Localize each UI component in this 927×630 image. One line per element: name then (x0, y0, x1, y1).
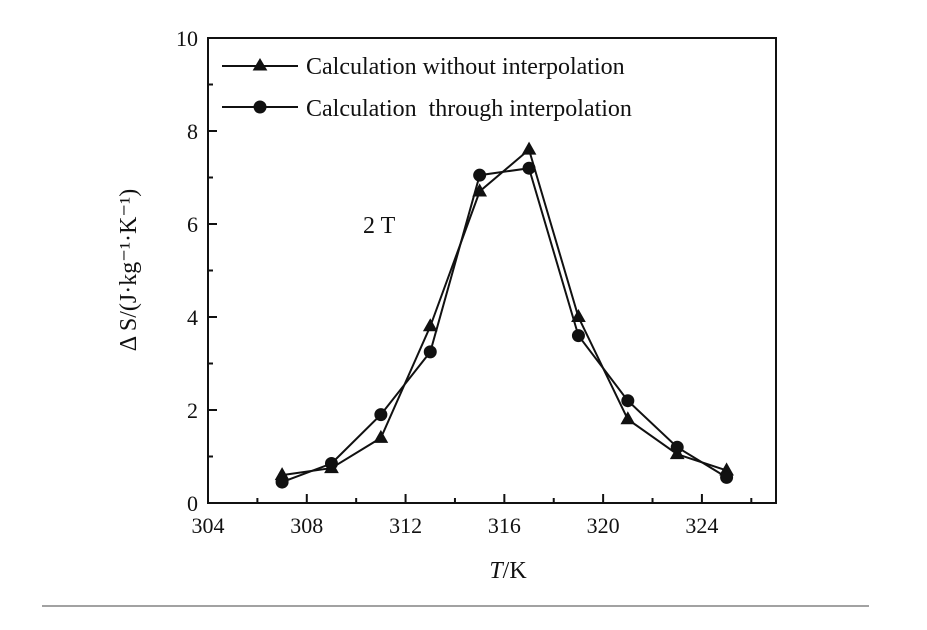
series-circle (275, 161, 734, 489)
field-annotation: 2 T (363, 213, 396, 239)
data-point-circle (374, 408, 388, 422)
y-axis-title: Δ S/(J·kg⁻¹·K⁻¹) (116, 189, 142, 352)
data-point-circle (670, 440, 684, 454)
legend-label-triangle: Calculation without interpolation (306, 54, 625, 80)
tick-marks (207, 37, 753, 504)
x-tick-label: 308 (290, 513, 323, 538)
data-point-triangle (571, 308, 586, 322)
legend-triangle-marker (252, 58, 268, 71)
series-triangle (274, 141, 734, 481)
data-point-circle (720, 470, 734, 484)
data-point-triangle (373, 429, 389, 443)
tick-labels: 304 308 312 316 320 324 0 2 4 6 8 10 (176, 26, 718, 538)
x-axis-title-var: T (489, 558, 504, 584)
x-tick-label: 316 (488, 513, 521, 538)
x-tick-label: 324 (685, 513, 718, 538)
y-tick-label: 2 (187, 398, 198, 423)
series-line-triangle (281, 147, 727, 477)
legend-circle-marker (253, 100, 267, 114)
y-tick-label: 6 (187, 212, 198, 237)
data-point-circle (571, 329, 585, 343)
y-tick-label: 4 (187, 305, 198, 330)
data-point-circle (621, 394, 635, 408)
data-point-circle (423, 345, 437, 359)
x-tick-label: 304 (192, 513, 225, 538)
data-point-circle (522, 161, 536, 175)
x-tick-label: 312 (389, 513, 422, 538)
x-axis-title-unit: /K (503, 558, 528, 584)
legend: Calculation without interpolation Calcul… (222, 54, 632, 122)
data-point-triangle (521, 141, 537, 155)
data-point-circle (473, 168, 487, 182)
legend-label-circle: Calculation through interpolation (306, 96, 632, 122)
x-tick-label: 320 (587, 513, 620, 538)
y-tick-label: 10 (176, 26, 198, 51)
x-axis-title: T/K (489, 558, 527, 584)
data-point-triangle (620, 411, 636, 425)
data-point-circle (275, 475, 289, 489)
data-point-circle (324, 456, 338, 470)
y-tick-label: 8 (187, 119, 198, 144)
data-point-triangle (422, 318, 438, 332)
series-layer (274, 141, 734, 489)
y-tick-label: 0 (187, 491, 198, 516)
series-line-circle (281, 167, 728, 484)
